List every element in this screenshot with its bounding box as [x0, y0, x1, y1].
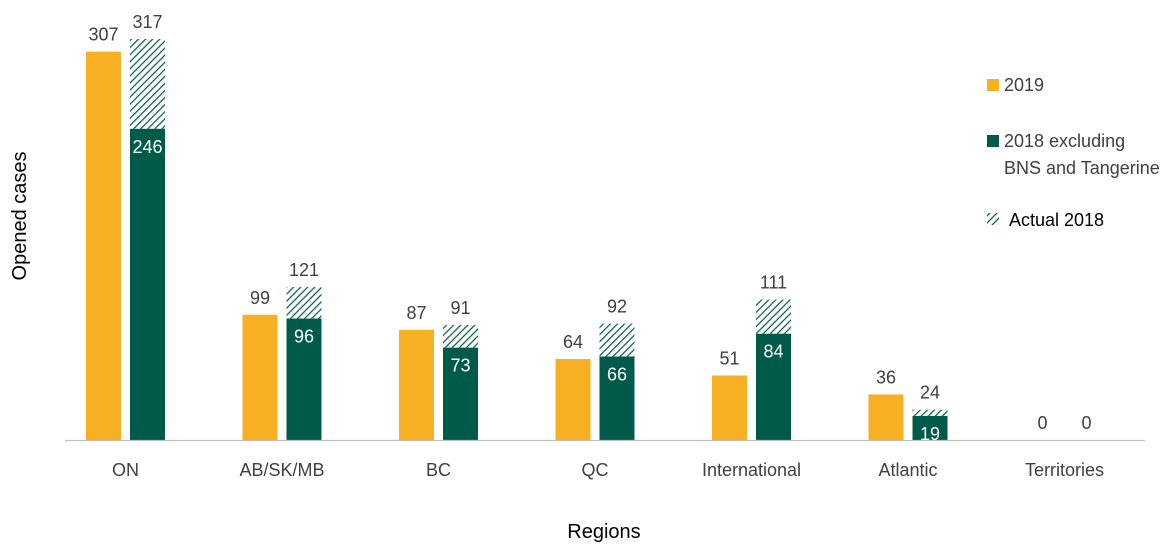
category-label-BC: BC [426, 460, 451, 480]
legend-label-2018-excluding: 2018 excluding [1004, 131, 1125, 151]
x-axis-title: Regions [567, 521, 640, 543]
category-label-ON: ON [112, 460, 139, 480]
label-actual-2018-QC: 92 [607, 297, 627, 317]
label-2019-ON: 307 [88, 25, 118, 45]
label-2018-excluding-International: 84 [763, 342, 783, 362]
bar-2018-excluding-BC [443, 347, 478, 440]
category-label-International: International [702, 460, 801, 480]
label-2018-excluding-AB/SK/MB: 96 [294, 327, 314, 347]
bar-2018-excluding-Atlantic [912, 415, 948, 440]
label-2019-AB/SK/MB: 99 [250, 288, 270, 308]
label-2019-QC: 64 [563, 332, 583, 352]
label-2018-excluding-BC: 73 [450, 356, 470, 376]
y-axis-title: Opened cases [9, 152, 31, 281]
legend-label-2019: 2019 [1004, 75, 1044, 95]
legend-swatch-actual-2018 [987, 213, 999, 225]
label-2018-excluding-ON: 246 [132, 137, 162, 157]
bar-2019-International [712, 375, 747, 440]
label-2019-Territories: 0 [1037, 413, 1047, 433]
label-actual-2018-Atlantic: 24 [920, 383, 940, 403]
bar-actual-2018-ON [130, 38, 165, 129]
category-label-AB/SK/MB: AB/SK/MB [239, 460, 324, 480]
label-2018-excluding-Atlantic: 19 [920, 424, 940, 444]
bar-2019-BC [399, 329, 434, 440]
bar-2019-QC [555, 359, 591, 440]
label-actual-2018-BC: 91 [450, 298, 470, 318]
bar-2018-excluding-AB/SK/MB [286, 318, 322, 440]
label-2019-Atlantic: 36 [876, 367, 896, 387]
legend-label-actual-2018: Actual 2018 [1009, 210, 1104, 230]
bar-actual-2018-BC [443, 324, 478, 348]
label-actual-2018-ON: 317 [132, 12, 162, 32]
bar-actual-2018-QC [599, 323, 635, 357]
bar-actual-2018-International [756, 299, 791, 334]
label-2019-BC: 87 [406, 303, 426, 323]
label-actual-2018-AB/SK/MB: 121 [289, 260, 319, 280]
category-label-Atlantic: Atlantic [878, 460, 937, 480]
label-2019-International: 51 [719, 348, 739, 368]
bar-2019-ON [86, 51, 121, 441]
legend-swatch-2018-excluding [987, 135, 999, 147]
label-actual-2018-International: 111 [760, 273, 787, 293]
bar-2018-excluding-International [756, 333, 791, 440]
label-2018-excluding-QC: 66 [607, 365, 627, 385]
bar-2018-excluding-QC [599, 356, 635, 440]
category-label-Territories: Territories [1025, 460, 1104, 480]
bar-2019-AB/SK/MB [242, 314, 278, 440]
bar-actual-2018-AB/SK/MB [286, 286, 322, 319]
bar-2018-excluding-ON [130, 128, 165, 440]
legend-swatch-2019 [987, 79, 999, 91]
legend-label-2018-excluding-line2: BNS and Tangerine [1004, 158, 1160, 178]
bar-actual-2018-Atlantic [912, 409, 948, 416]
label-actual-2018-Territories: 0 [1081, 413, 1091, 433]
bar-2019-Atlantic [868, 394, 904, 440]
category-label-QC: QC [582, 460, 609, 480]
